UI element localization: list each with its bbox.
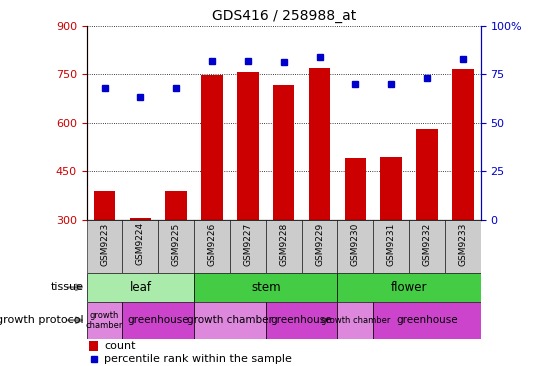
Bar [87, 273, 194, 302]
Bar [122, 220, 158, 273]
Bar [122, 302, 194, 339]
Bar [309, 68, 330, 220]
Bar [338, 302, 373, 339]
Bar [158, 220, 194, 273]
Bar [373, 302, 481, 339]
Text: GSM9223: GSM9223 [100, 222, 109, 265]
Text: growth protocol: growth protocol [0, 315, 84, 325]
Bar [338, 220, 373, 273]
Bar [194, 273, 338, 302]
Bar [381, 157, 402, 220]
Bar [89, 341, 98, 351]
Bar [416, 129, 438, 220]
Title: GDS416 / 258988_at: GDS416 / 258988_at [211, 9, 356, 23]
Bar [266, 220, 302, 273]
Bar [194, 220, 230, 273]
Bar [338, 273, 481, 302]
Bar [302, 220, 338, 273]
Text: GSM9232: GSM9232 [423, 222, 432, 265]
Bar [373, 220, 409, 273]
Bar [194, 302, 266, 339]
Text: greenhouse: greenhouse [271, 315, 333, 325]
Bar [237, 72, 259, 220]
Text: GSM9230: GSM9230 [351, 222, 360, 266]
Bar [445, 220, 481, 273]
Text: GSM9227: GSM9227 [243, 222, 252, 265]
Text: growth chamber: growth chamber [321, 316, 390, 325]
Text: growth chamber: growth chamber [187, 315, 273, 325]
Text: greenhouse: greenhouse [127, 315, 189, 325]
Text: flower: flower [391, 281, 427, 294]
Bar [409, 220, 445, 273]
Bar [130, 218, 151, 220]
Text: tissue: tissue [51, 282, 84, 292]
Bar [266, 302, 338, 339]
Bar [452, 69, 473, 220]
Bar [165, 190, 187, 220]
Text: GSM9228: GSM9228 [279, 222, 288, 265]
Text: GSM9225: GSM9225 [172, 222, 181, 265]
Text: stem: stem [251, 281, 281, 294]
Text: GSM9229: GSM9229 [315, 222, 324, 265]
Text: GSM9224: GSM9224 [136, 222, 145, 265]
Text: GSM9226: GSM9226 [207, 222, 216, 265]
Bar [201, 75, 223, 220]
Text: GSM9233: GSM9233 [458, 222, 467, 266]
Bar [87, 220, 122, 273]
Bar [94, 190, 115, 220]
Text: growth
chamber: growth chamber [86, 310, 123, 330]
Text: leaf: leaf [129, 281, 151, 294]
Text: count: count [105, 341, 136, 351]
Text: percentile rank within the sample: percentile rank within the sample [105, 354, 292, 364]
Text: GSM9231: GSM9231 [387, 222, 396, 266]
Bar [87, 302, 122, 339]
Bar [230, 220, 266, 273]
Text: greenhouse: greenhouse [396, 315, 458, 325]
Bar [273, 85, 295, 220]
Bar [344, 158, 366, 220]
